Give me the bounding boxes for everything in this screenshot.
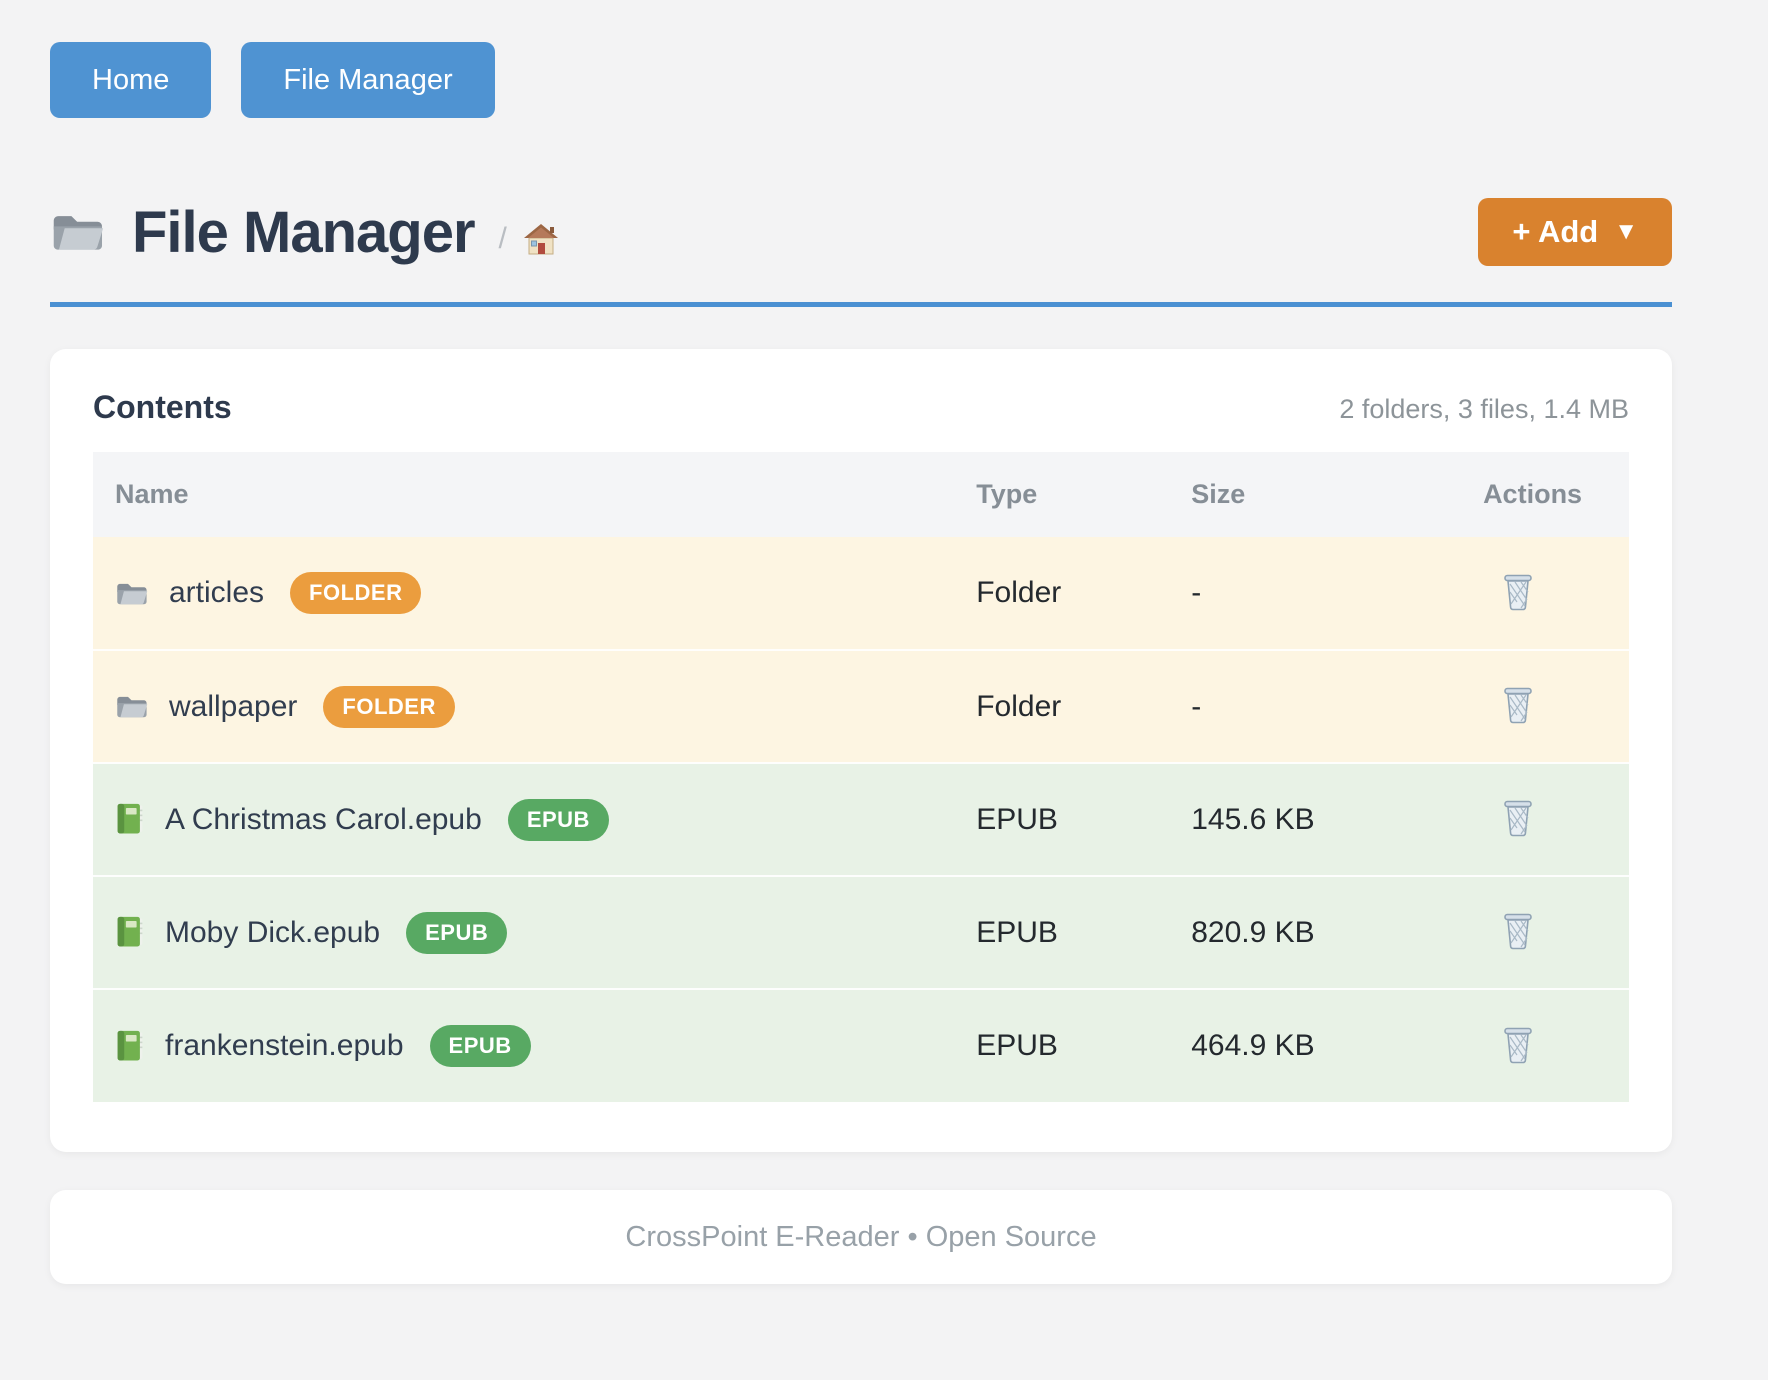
contents-summary: 2 folders, 3 files, 1.4 MB bbox=[1339, 394, 1629, 424]
file-type: EPUB bbox=[976, 802, 1058, 836]
table-row: Moby Dick.epub EPUB EPUB 820.9 KB bbox=[93, 876, 1629, 989]
file-type: EPUB bbox=[976, 1029, 1058, 1062]
house-icon[interactable] bbox=[521, 222, 561, 256]
file-size: - bbox=[1191, 689, 1202, 723]
contents-table: Name Type Size Actions articles FOLDER F… bbox=[93, 452, 1629, 1102]
folder-icon bbox=[50, 208, 106, 256]
chevron-down-icon: ▼ bbox=[1614, 218, 1638, 245]
file-name[interactable]: Moby Dick.epub bbox=[165, 915, 381, 949]
column-header-size: Size bbox=[1191, 479, 1246, 509]
trash-icon bbox=[1501, 1025, 1535, 1064]
column-header-type: Type bbox=[976, 479, 1038, 509]
green-book-icon bbox=[115, 916, 145, 949]
nav-button-file-manager[interactable]: File Manager bbox=[241, 42, 495, 118]
table-row: frankenstein.epub EPUB EPUB 464.9 KB bbox=[93, 989, 1629, 1102]
table-header-row: Name Type Size Actions bbox=[93, 452, 1629, 537]
page: Home File Manager File Manager / + Add ▼… bbox=[50, 0, 1672, 1284]
green-book-icon bbox=[115, 803, 145, 836]
folder-icon bbox=[115, 692, 149, 721]
table-row: A Christmas Carol.epub EPUB EPUB 145.6 K… bbox=[93, 763, 1629, 876]
green-book-icon bbox=[115, 1030, 145, 1063]
trash-icon bbox=[1501, 685, 1535, 724]
file-size: 464.9 KB bbox=[1191, 1029, 1315, 1062]
add-button-label: + Add bbox=[1512, 214, 1599, 249]
file-size: - bbox=[1191, 576, 1202, 609]
file-name[interactable]: wallpaper bbox=[169, 689, 298, 723]
file-name[interactable]: A Christmas Carol.epub bbox=[165, 802, 482, 836]
contents-card: Contents 2 folders, 3 files, 1.4 MB Name… bbox=[50, 349, 1672, 1152]
file-size: 145.6 KB bbox=[1191, 802, 1315, 836]
file-type: Folder bbox=[976, 689, 1062, 723]
file-type-badge: FOLDER bbox=[290, 572, 422, 614]
page-header: File Manager / + Add ▼ bbox=[50, 198, 1672, 266]
delete-button[interactable] bbox=[1497, 907, 1539, 954]
file-size: 820.9 KB bbox=[1191, 915, 1315, 949]
column-header-name: Name bbox=[115, 479, 189, 509]
header-divider bbox=[50, 302, 1672, 307]
contents-title: Contents bbox=[93, 389, 232, 425]
file-type-badge: EPUB bbox=[406, 911, 508, 954]
column-header-actions: Actions bbox=[1483, 479, 1583, 509]
trash-icon bbox=[1501, 572, 1535, 611]
add-button[interactable]: + Add ▼ bbox=[1478, 198, 1672, 266]
file-type-badge: FOLDER bbox=[323, 685, 455, 728]
breadcrumb-separator: / bbox=[498, 222, 507, 255]
page-title: File Manager bbox=[132, 199, 476, 265]
nav-button-home[interactable]: Home bbox=[50, 42, 212, 118]
contents-table-body: articles FOLDER Folder - wallpaper bbox=[93, 537, 1629, 1102]
file-type-badge: EPUB bbox=[429, 1025, 531, 1067]
table-row: articles FOLDER Folder - bbox=[93, 537, 1629, 650]
file-type: Folder bbox=[976, 576, 1062, 609]
folder-icon bbox=[115, 579, 149, 608]
delete-button[interactable] bbox=[1497, 794, 1539, 841]
top-nav: Home File Manager bbox=[50, 0, 1672, 118]
delete-button[interactable] bbox=[1497, 568, 1539, 615]
file-type: EPUB bbox=[976, 915, 1058, 949]
footer-text: CrossPoint E-Reader • Open Source bbox=[625, 1220, 1097, 1253]
trash-icon bbox=[1501, 911, 1535, 950]
footer-card: CrossPoint E-Reader • Open Source bbox=[50, 1190, 1672, 1284]
file-name[interactable]: articles bbox=[169, 576, 265, 609]
title-wrap: File Manager / bbox=[50, 199, 1478, 266]
file-type-badge: EPUB bbox=[507, 798, 609, 841]
file-name[interactable]: frankenstein.epub bbox=[165, 1029, 404, 1062]
delete-button[interactable] bbox=[1497, 1021, 1539, 1068]
contents-card-head: Contents 2 folders, 3 files, 1.4 MB bbox=[93, 389, 1629, 426]
table-row: wallpaper FOLDER Folder - bbox=[93, 650, 1629, 763]
trash-icon bbox=[1501, 798, 1535, 837]
delete-button[interactable] bbox=[1497, 681, 1539, 728]
